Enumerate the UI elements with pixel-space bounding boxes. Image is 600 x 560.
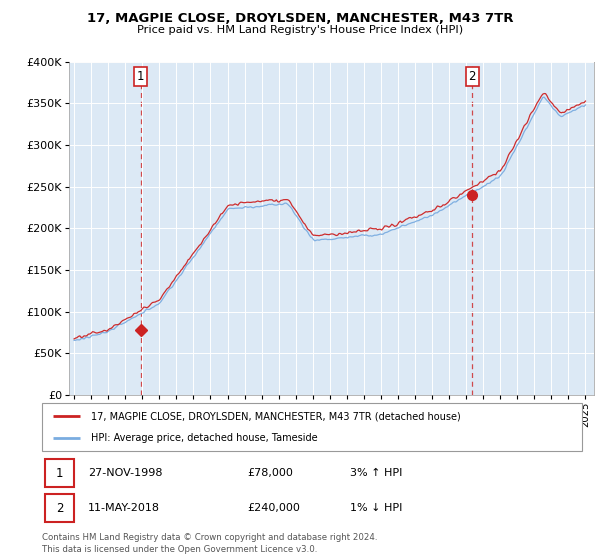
- Text: HPI: Average price, detached house, Tameside: HPI: Average price, detached house, Tame…: [91, 433, 317, 443]
- Text: 3% ↑ HPI: 3% ↑ HPI: [350, 468, 402, 478]
- FancyBboxPatch shape: [45, 459, 74, 487]
- Text: 1: 1: [56, 466, 64, 480]
- Text: 1% ↓ HPI: 1% ↓ HPI: [350, 503, 402, 513]
- Text: £240,000: £240,000: [247, 503, 300, 513]
- Text: 17, MAGPIE CLOSE, DROYLSDEN, MANCHESTER, M43 7TR: 17, MAGPIE CLOSE, DROYLSDEN, MANCHESTER,…: [87, 12, 513, 25]
- Text: £78,000: £78,000: [247, 468, 293, 478]
- Text: 2: 2: [56, 502, 64, 515]
- FancyBboxPatch shape: [45, 494, 74, 522]
- FancyBboxPatch shape: [42, 403, 582, 451]
- Text: Contains HM Land Registry data © Crown copyright and database right 2024.
This d: Contains HM Land Registry data © Crown c…: [42, 533, 377, 554]
- Text: Price paid vs. HM Land Registry's House Price Index (HPI): Price paid vs. HM Land Registry's House …: [137, 25, 463, 35]
- Text: 2: 2: [469, 70, 476, 83]
- Text: 27-NOV-1998: 27-NOV-1998: [88, 468, 163, 478]
- Text: 11-MAY-2018: 11-MAY-2018: [88, 503, 160, 513]
- Text: 17, MAGPIE CLOSE, DROYLSDEN, MANCHESTER, M43 7TR (detached house): 17, MAGPIE CLOSE, DROYLSDEN, MANCHESTER,…: [91, 411, 460, 421]
- Text: 1: 1: [137, 70, 145, 83]
